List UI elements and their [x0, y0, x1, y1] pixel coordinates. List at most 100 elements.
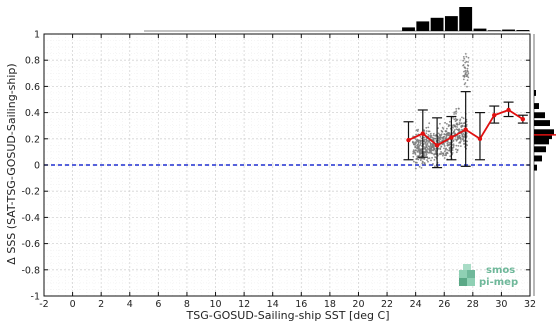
- scatter-point: [444, 130, 447, 133]
- scatter-point: [425, 143, 427, 146]
- scatter-point: [423, 146, 425, 148]
- scatter-point: [454, 117, 457, 120]
- scatter-point: [447, 132, 450, 134]
- scatter-point: [430, 152, 433, 155]
- scatter-point: [415, 141, 418, 144]
- scatter-point: [451, 149, 454, 152]
- y-tick-label: 0.2: [25, 134, 40, 145]
- scatter-point: [461, 135, 464, 138]
- scatter-point: [465, 75, 468, 78]
- scatter-point: [454, 125, 457, 128]
- x-tick-label: 8: [184, 299, 190, 310]
- mean-point: [492, 113, 497, 118]
- y-tick-label: 0.4: [25, 108, 40, 119]
- right-histogram-bar: [534, 112, 545, 119]
- scatter-point: [435, 150, 437, 153]
- scatter-point: [467, 56, 470, 59]
- scatter-point: [423, 154, 426, 156]
- scatter-point: [444, 121, 446, 124]
- smos-pi-mep-logo: smos pi-mep: [459, 264, 518, 288]
- x-tick-label: -2: [39, 299, 48, 310]
- scatter-point: [460, 126, 463, 129]
- top-histogram-bar: [487, 30, 501, 31]
- scatter-point: [418, 147, 420, 150]
- scatter-point: [446, 123, 448, 125]
- right-histogram-bar: [534, 129, 554, 136]
- scatter-point: [434, 165, 436, 168]
- scatter-point: [423, 162, 426, 165]
- scatter-point: [457, 145, 460, 147]
- y-tick-label: -0.2: [21, 187, 40, 198]
- scatter-point: [445, 137, 448, 140]
- scatter-point: [419, 141, 422, 143]
- x-tick-label: 28: [467, 299, 479, 310]
- scatter-point: [424, 141, 427, 144]
- top-histogram-bar: [459, 7, 473, 31]
- scatter-point: [420, 150, 423, 153]
- scatter-point: [443, 157, 446, 159]
- scatter-point: [439, 148, 442, 151]
- scatter-point: [437, 147, 440, 150]
- x-tick-label: 2: [98, 299, 104, 310]
- scatter-point: [451, 152, 454, 154]
- scatter-point: [462, 117, 465, 120]
- mean-line: [406, 107, 526, 148]
- scatter-point: [433, 159, 436, 161]
- y-tick-label: 0.6: [25, 82, 40, 93]
- scatter-point: [458, 142, 460, 144]
- x-tick-label: 4: [127, 299, 133, 310]
- right-histogram: [533, 34, 556, 296]
- y-tick-label: -0.4: [21, 213, 40, 224]
- scatter-point: [465, 60, 468, 63]
- scatter-point: [420, 167, 423, 169]
- scatter-point: [439, 138, 442, 141]
- scatter-point: [429, 132, 432, 135]
- scatter-point: [455, 112, 457, 115]
- scatter-point: [417, 139, 420, 142]
- scatter-point: [440, 133, 443, 136]
- scatter-point: [467, 61, 469, 63]
- scatter-point: [412, 149, 415, 152]
- x-tick-label: 30: [495, 299, 507, 310]
- scatter-point: [430, 147, 432, 150]
- right-histogram-bar: [534, 120, 550, 127]
- right-histogram-bar: [534, 133, 552, 140]
- scatter-point: [414, 149, 417, 152]
- scatter-point: [427, 130, 430, 133]
- scatter-point: [432, 134, 435, 137]
- scatter-point: [424, 151, 427, 154]
- scatter-point: [456, 149, 459, 151]
- scatter-point: [442, 136, 445, 138]
- scatter-point: [413, 160, 415, 163]
- scatter-point: [438, 153, 441, 156]
- scatter-point: [417, 141, 420, 144]
- scatter-point: [416, 150, 419, 152]
- scatter-point: [449, 133, 451, 136]
- y-axis-label: Δ SSS (SAT-TSG-GOSUD-Sailing-ship): [5, 63, 18, 264]
- scatter-point: [414, 167, 417, 170]
- scatter-point: [431, 136, 434, 139]
- right-histogram-bar: [534, 90, 536, 96]
- scatter-point: [467, 72, 470, 75]
- right-histogram-bar: [534, 138, 549, 145]
- scatter-point: [416, 146, 419, 149]
- logo-line-1: smos: [486, 265, 515, 276]
- scatter-point: [456, 123, 459, 126]
- scatter-point: [425, 146, 428, 149]
- x-tick-label: 6: [155, 299, 161, 310]
- scatter-point: [456, 138, 459, 141]
- scatter-point: [425, 144, 428, 147]
- y-tick-label: -0.6: [21, 239, 40, 250]
- scatter-point: [426, 142, 429, 145]
- scatter-point: [456, 126, 459, 128]
- scatter-point: [427, 145, 430, 148]
- scatter-point: [466, 85, 468, 88]
- scatter-point: [432, 163, 434, 165]
- scatter-point: [416, 130, 419, 133]
- x-tick-label: 32: [524, 299, 536, 310]
- scatter-point: [452, 117, 454, 119]
- top-histogram-bar: [416, 21, 430, 31]
- scatter-point: [463, 70, 465, 73]
- scatter-point: [455, 144, 458, 147]
